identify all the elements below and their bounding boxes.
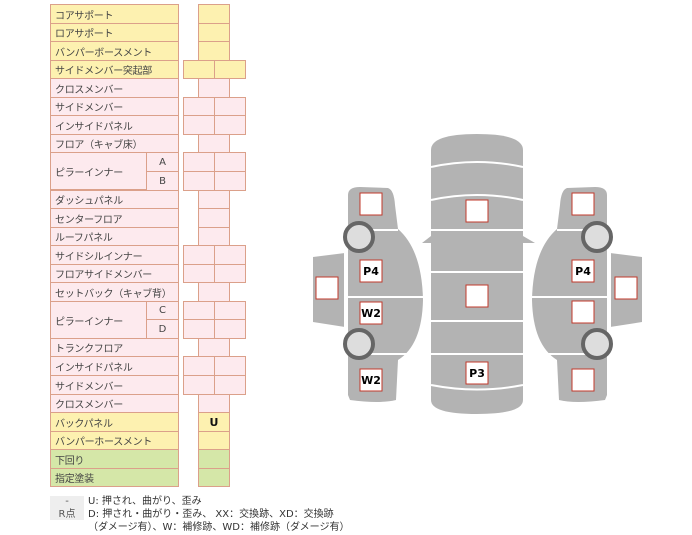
right-value-cell[interactable]: [214, 375, 246, 395]
panel-value: P4: [575, 265, 591, 278]
right-value-cell[interactable]: [214, 171, 246, 191]
wheel-icon: [343, 221, 375, 253]
center-body: [431, 134, 523, 414]
panel-box[interactable]: [614, 276, 638, 300]
legend-line: （ダメージ有）、W：補修跡、WD：補修跡（ダメージ有）: [50, 518, 349, 533]
panel-value: P3: [469, 367, 485, 380]
right-value-cell[interactable]: [214, 115, 246, 135]
right-value-cell[interactable]: [214, 264, 246, 283]
box-hood[interactable]: [465, 199, 489, 223]
legend-line: - U: 押され、曲がり、歪み: [50, 492, 202, 507]
panel-box[interactable]: [315, 276, 339, 300]
row-label: 指定塗装: [50, 468, 179, 487]
box-left-front-fender[interactable]: [359, 192, 383, 216]
panel-value: W2: [361, 374, 381, 387]
right-side-body: [532, 187, 607, 402]
panel-box[interactable]: [465, 199, 489, 223]
panel-box[interactable]: [359, 301, 383, 325]
panel-box[interactable]: [571, 300, 595, 324]
box-left-rear-fender[interactable]: W2: [359, 368, 383, 392]
panel-box[interactable]: [571, 259, 595, 283]
wheel-icon: [343, 328, 375, 360]
panel-box[interactable]: [359, 259, 383, 283]
box-left-rear-door[interactable]: W2: [359, 301, 383, 325]
wheel-icon: [581, 221, 613, 253]
box-roof[interactable]: [465, 284, 489, 308]
panel-value: P4: [363, 265, 379, 278]
box-left-front-door[interactable]: P4: [359, 259, 383, 283]
center-arrow-right: [523, 236, 535, 243]
value-cell[interactable]: [198, 468, 230, 487]
row-label: ピラーインナー: [50, 152, 147, 190]
legend-text: D: 押され・曲がり・歪み、 XX：交換跡、XD：交換跡: [88, 509, 334, 520]
row-label: ピラーインナー: [50, 301, 147, 339]
box-right-front-door[interactable]: P4: [571, 259, 595, 283]
panel-box[interactable]: [571, 368, 595, 392]
left-side-body: [348, 187, 423, 402]
legend-text: （ダメージ有）、W：補修跡、WD：補修跡（ダメージ有）: [88, 522, 350, 533]
legend-key: R点: [50, 505, 84, 520]
legend-line: R点 D: 押され・曲がり・歪み、 XX：交換跡、XD：交換跡: [50, 505, 334, 520]
box-right-front-fender[interactable]: [571, 192, 595, 216]
legend-key: -: [50, 496, 84, 507]
box-right-mirror-panel[interactable]: [614, 276, 638, 300]
box-right-rear-fender[interactable]: [571, 368, 595, 392]
panel-value: W2: [361, 307, 381, 320]
legend-text: U: 押され、曲がり、歪み: [88, 496, 202, 507]
box-trunk[interactable]: P3: [465, 361, 489, 385]
panel-box[interactable]: [465, 361, 489, 385]
panel-box[interactable]: [359, 368, 383, 392]
panel-box[interactable]: [359, 192, 383, 216]
wheel-icon: [581, 328, 613, 360]
right-value-cell[interactable]: [214, 60, 246, 79]
panel-box[interactable]: [465, 284, 489, 308]
box-left-mirror-panel[interactable]: [315, 276, 339, 300]
box-right-rear-door[interactable]: [571, 300, 595, 324]
right-value-cell[interactable]: [214, 319, 246, 339]
panel-box[interactable]: [571, 192, 595, 216]
center-arrow-left: [422, 236, 431, 243]
wheels: [343, 221, 613, 360]
